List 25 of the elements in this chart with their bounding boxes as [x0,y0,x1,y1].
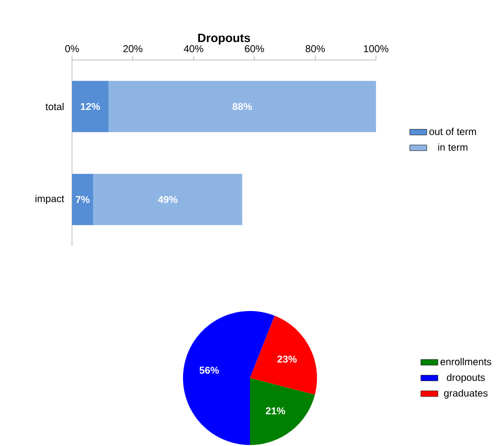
legend-label: out of term [429,128,476,136]
data-label: 7% [76,196,90,203]
data-label: 49% [158,196,178,204]
data-label: 21% [266,407,286,414]
bar [108,80,376,132]
bar [72,80,108,132]
bar [72,174,94,226]
x-tick-label: 60% [244,45,264,52]
data-label: 88% [232,102,252,110]
data-label: 56% [200,366,219,374]
x-tick-label: 40% [184,45,204,52]
x-tick-label: 0% [65,45,79,52]
x-tick-label: 20% [123,45,142,52]
chart-title: Dropouts [198,34,250,45]
legend-label: dropouts [446,374,485,383]
legend-label: graduates [444,389,488,399]
x-tick-label: 100% [364,45,388,52]
y-tick-label: total [46,102,64,110]
x-tick-label: 80% [306,45,325,52]
bar [93,174,242,226]
legend-label: in term [438,143,468,151]
data-label: 12% [80,102,100,110]
data-label: 23% [277,356,297,363]
legend-label: enrollments [440,358,492,366]
y-tick-label: impact [36,194,64,204]
